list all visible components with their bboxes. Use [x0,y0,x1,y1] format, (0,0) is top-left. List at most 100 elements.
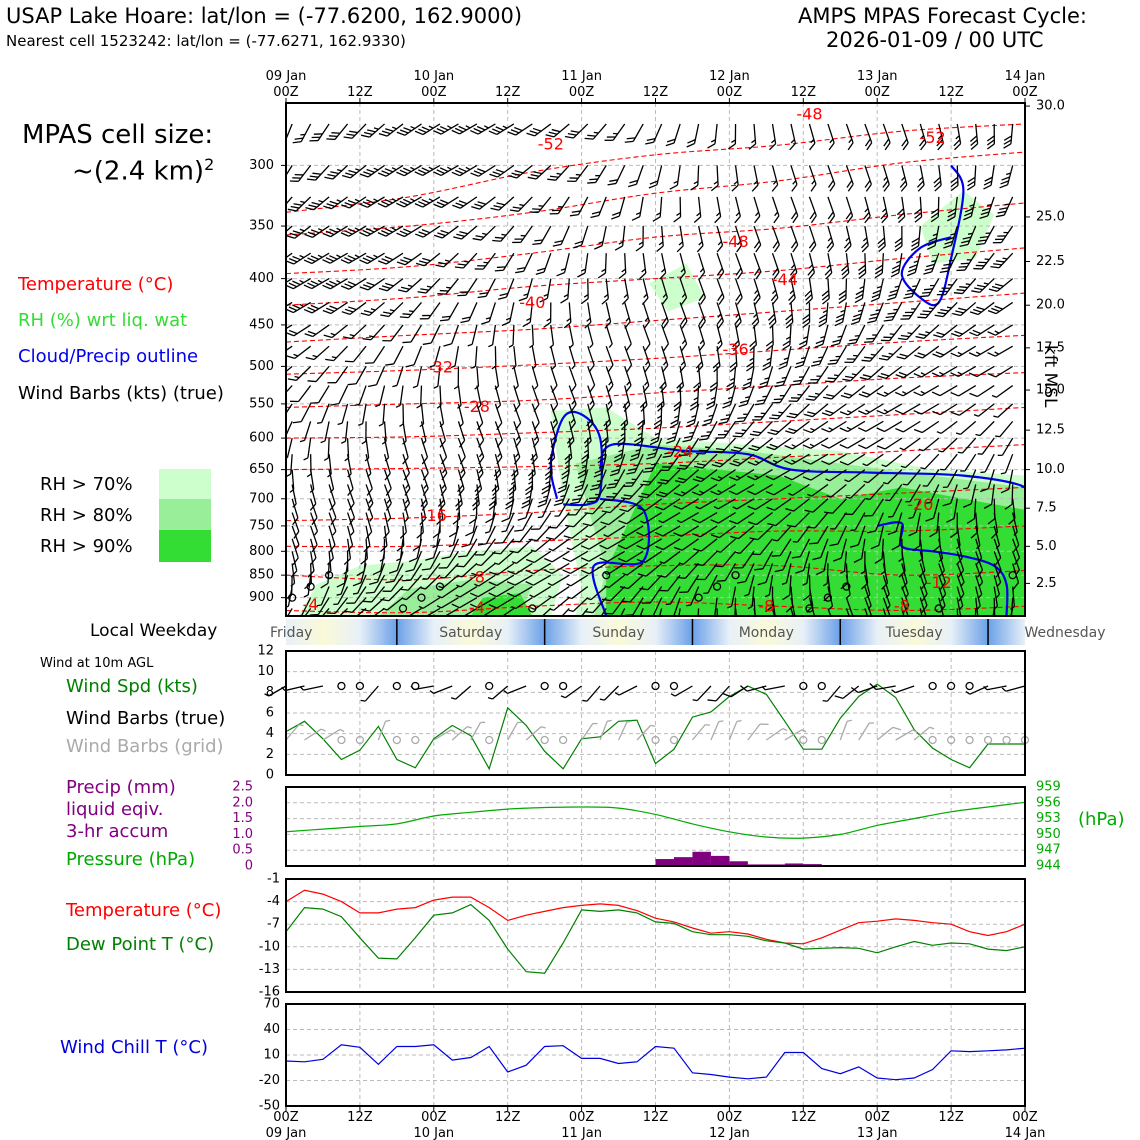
profile-wind-barb [711,453,736,468]
barb-flag [286,331,295,337]
temp-contour-label: -36 [722,340,748,359]
profile-wind-barb [365,484,374,511]
top-hour-label: 12Z [347,85,373,100]
barb-staff [749,366,755,387]
wind-barb-grid [392,735,402,745]
barb-flag [293,203,303,206]
profile-wind-barb [827,196,836,224]
barb-half [984,258,990,261]
barb-flag [751,317,759,325]
profile-wind-barb [950,385,977,397]
wind-barb-grid [285,724,304,741]
barb-half [429,690,435,694]
profile-wind-barb [934,604,943,613]
barb-staff [432,538,441,558]
barb-staff [936,512,940,533]
barb-flag [420,499,427,507]
barb-staff [717,498,736,510]
barb-half [826,264,831,269]
barb-flag [359,203,368,208]
barb-half [433,385,439,389]
profile-wind-barb [1000,453,1014,475]
barb-half [436,605,442,609]
barb-staff [563,253,570,273]
barb-staff [986,685,1007,691]
barb-flag [901,138,908,147]
profile-wind-barb [584,123,607,140]
barb-staff [901,586,910,606]
barb-staff [286,252,293,266]
barb-staff [383,525,388,546]
profile-wind-barb [734,597,737,616]
top-hour-label: 12Z [495,85,521,100]
barb-flag [623,494,633,497]
wind-barb-grid [799,735,808,745]
calm-circle [337,735,346,745]
barb-staff [687,574,700,593]
barb-half [623,293,628,298]
barb-flag [863,514,873,517]
barb-staff [531,385,540,405]
barb-staff [574,608,589,616]
bottom-hour-label: 12Z [938,1110,964,1125]
barb-flag [309,175,319,178]
profile-wind-barb [439,421,447,448]
calm-circle [1020,735,1030,745]
barb-staff [673,123,681,144]
barb-flag [569,213,579,217]
barb-flag [956,289,966,292]
barb-staff [799,366,811,385]
barb-half [577,494,583,497]
profile-wind-barb [669,403,681,429]
barb-flag [655,545,664,551]
profile-wind-barb [451,123,478,135]
barb-flag [807,268,814,276]
profile-wind-barb [857,420,884,432]
profile-wind-barb [735,403,755,423]
barb-flag [902,142,909,151]
profile-wind-barb [433,123,459,135]
barb-staff [463,550,478,568]
barb-staff [882,563,889,584]
barb-flag [892,726,902,731]
barb-half [637,432,643,437]
barb-flag [861,359,871,362]
barb-staff [773,483,792,496]
barb-flag [785,508,794,512]
barb-flag [907,268,917,273]
barb-flag [754,568,763,571]
barb-flag [474,554,484,556]
profile-wind-barb [691,483,718,496]
barb-staff [827,608,836,616]
barb-half [896,260,901,264]
barb-flag [756,399,766,402]
barb-flag [385,363,394,366]
profile-wind-barb [673,196,682,223]
profile-wind-barb [429,346,441,368]
barb-half [1000,472,1006,475]
profile-wind-barb [288,593,297,602]
profile-wind-barb [930,196,940,223]
barb-flag [694,465,703,469]
barb-half [901,176,906,181]
barb-flag [366,255,375,260]
profile-wind-barb [443,324,460,347]
barb-staff [402,421,407,442]
barb-half [450,729,456,733]
barb-flag [538,499,547,504]
barb-half [997,454,1003,457]
barb-staff [307,575,312,596]
profile-wind-barb [751,538,774,556]
barb-staff [987,469,995,489]
barb-flag [501,321,511,327]
barb-flag [673,532,682,537]
profile-wind-barb [968,365,995,378]
barb-half [876,285,882,289]
barb-half [395,404,401,408]
barb-flag [888,293,897,297]
barb-flag [999,207,1008,211]
barb-flag [824,268,832,276]
barb-flag [920,142,927,151]
barb-flag [838,294,847,300]
